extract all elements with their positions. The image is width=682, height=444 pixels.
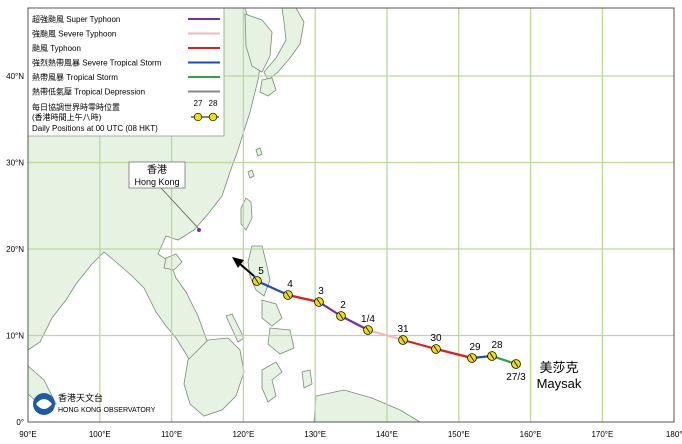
daily-position-label: 3	[318, 286, 324, 297]
daily-position-marker-mark	[316, 298, 322, 306]
daily-position-label: 31	[397, 324, 409, 335]
hong-kong-pointer	[160, 187, 200, 230]
legend-daily-line3: Daily Positions at 00 UTC (08 HKT)	[32, 124, 158, 133]
legend-item-label: 熱帶低氣壓 Tropical Depression	[32, 87, 145, 97]
daily-position-marker-mark	[338, 312, 344, 320]
x-tick-label: 180°	[666, 430, 682, 439]
daily-position-marker-mark	[469, 354, 475, 362]
daily-position-label: 4	[287, 279, 293, 290]
daily-position-marker-mark	[489, 352, 495, 360]
borneo-island	[183, 337, 245, 417]
legend-daily-line2: (香港時間上午八時)	[32, 112, 102, 122]
x-tick-label: 170°E	[591, 430, 613, 439]
legend: 超強颱風 Super Typhoon 強颱風 Severe Typhoon 颱風 T…	[27, 7, 225, 137]
daily-position-marker-mark	[433, 345, 439, 353]
legend-item-label: 熱帶風暴 Tropical Storm	[32, 72, 118, 82]
observatory-name-en: HONG KONG OBSERVATORY	[58, 407, 156, 414]
track-segment	[366, 328, 405, 342]
storm-name-zh: 美莎克	[539, 360, 578, 375]
japan-south	[259, 77, 277, 97]
daily-position-marker-mark	[254, 277, 260, 285]
hainan-island	[163, 253, 183, 271]
storm-track	[232, 257, 518, 366]
x-tick-label: 130°E	[304, 430, 326, 439]
map-frame	[27, 7, 675, 423]
daily-position-label: 30	[430, 333, 442, 344]
sulawesi-island	[261, 361, 283, 403]
philippines-mindanao	[267, 327, 295, 355]
track-arrow-head	[232, 257, 244, 268]
daily-position-marker-mark	[513, 360, 519, 368]
observatory-logo: 香港天文台 HONG KONG OBSERVATORY	[33, 392, 156, 415]
daily-position-label: 1/4	[361, 314, 375, 325]
daily-position-marker-mark	[285, 291, 291, 299]
y-tick-label: 40°N	[6, 72, 24, 81]
x-tick-label: 120°E	[232, 430, 254, 439]
x-tick-label: 160°E	[520, 430, 542, 439]
halmahera-island	[301, 369, 313, 389]
legend-sample-day1: 27	[194, 99, 203, 108]
track-segment	[339, 314, 370, 332]
hong-kong-label-box	[128, 161, 186, 189]
daily-position-markers: 27/3 28 29 30 31 1/4 2 3 4 5	[252, 266, 526, 383]
daily-position-label: 28	[491, 340, 503, 351]
ryukyu-islands	[247, 147, 263, 179]
daily-position-label: 5	[258, 266, 264, 277]
korean-peninsula	[244, 13, 273, 73]
daily-position-label: 2	[340, 300, 346, 311]
x-tick-label: 100°E	[89, 430, 111, 439]
legend-item-label: 強颱風 Severe Typhoon	[32, 29, 116, 39]
legend-sample-marker	[208, 112, 218, 122]
storm-name-en: Maysak	[537, 376, 582, 391]
track-segment	[401, 338, 438, 351]
observatory-emblem-mark	[36, 399, 52, 409]
track-segment	[286, 293, 321, 304]
legend-box	[27, 7, 225, 137]
x-tick-label: 90°E	[19, 430, 36, 439]
track-segment	[434, 347, 474, 360]
legend-sample-marker	[193, 112, 203, 122]
track-arrow-line	[239, 263, 255, 277]
hong-kong-callout: 香港 Hong Kong	[128, 161, 201, 232]
track-segment	[255, 279, 290, 297]
legend-daily-line1: 每日協調世界時零時位置	[32, 102, 120, 112]
legend-item-label: 超強颱風 Super Typhoon	[32, 14, 120, 24]
y-tick-label: 30°N	[6, 159, 24, 168]
daily-position-label: 27/3	[506, 372, 526, 383]
legend-item-label: 強烈熱帶風暴 Severe Tropical Storm	[32, 58, 162, 68]
daily-position-marker-mark	[400, 336, 406, 344]
y-tick-label: 0°	[16, 418, 24, 427]
hong-kong-dot	[197, 228, 201, 232]
daily-position-label: 29	[469, 342, 481, 353]
y-tick-label: 20°N	[6, 245, 24, 254]
legend-sample-day2: 28	[209, 99, 218, 108]
hong-kong-label-zh: 香港	[147, 164, 167, 176]
x-tick-label: 110°E	[161, 430, 182, 439]
legend-item-label: 颱風 Typhoon	[32, 44, 81, 53]
daily-position-marker-mark	[365, 326, 371, 334]
philippines-visayas	[261, 299, 283, 327]
x-tick-label: 140°E	[376, 430, 398, 439]
y-tick-label: 10°N	[6, 332, 24, 341]
hong-kong-label-en: Hong Kong	[134, 177, 179, 187]
observatory-name-zh: 香港天文台	[58, 392, 103, 403]
x-tick-label: 150°E	[448, 430, 470, 439]
